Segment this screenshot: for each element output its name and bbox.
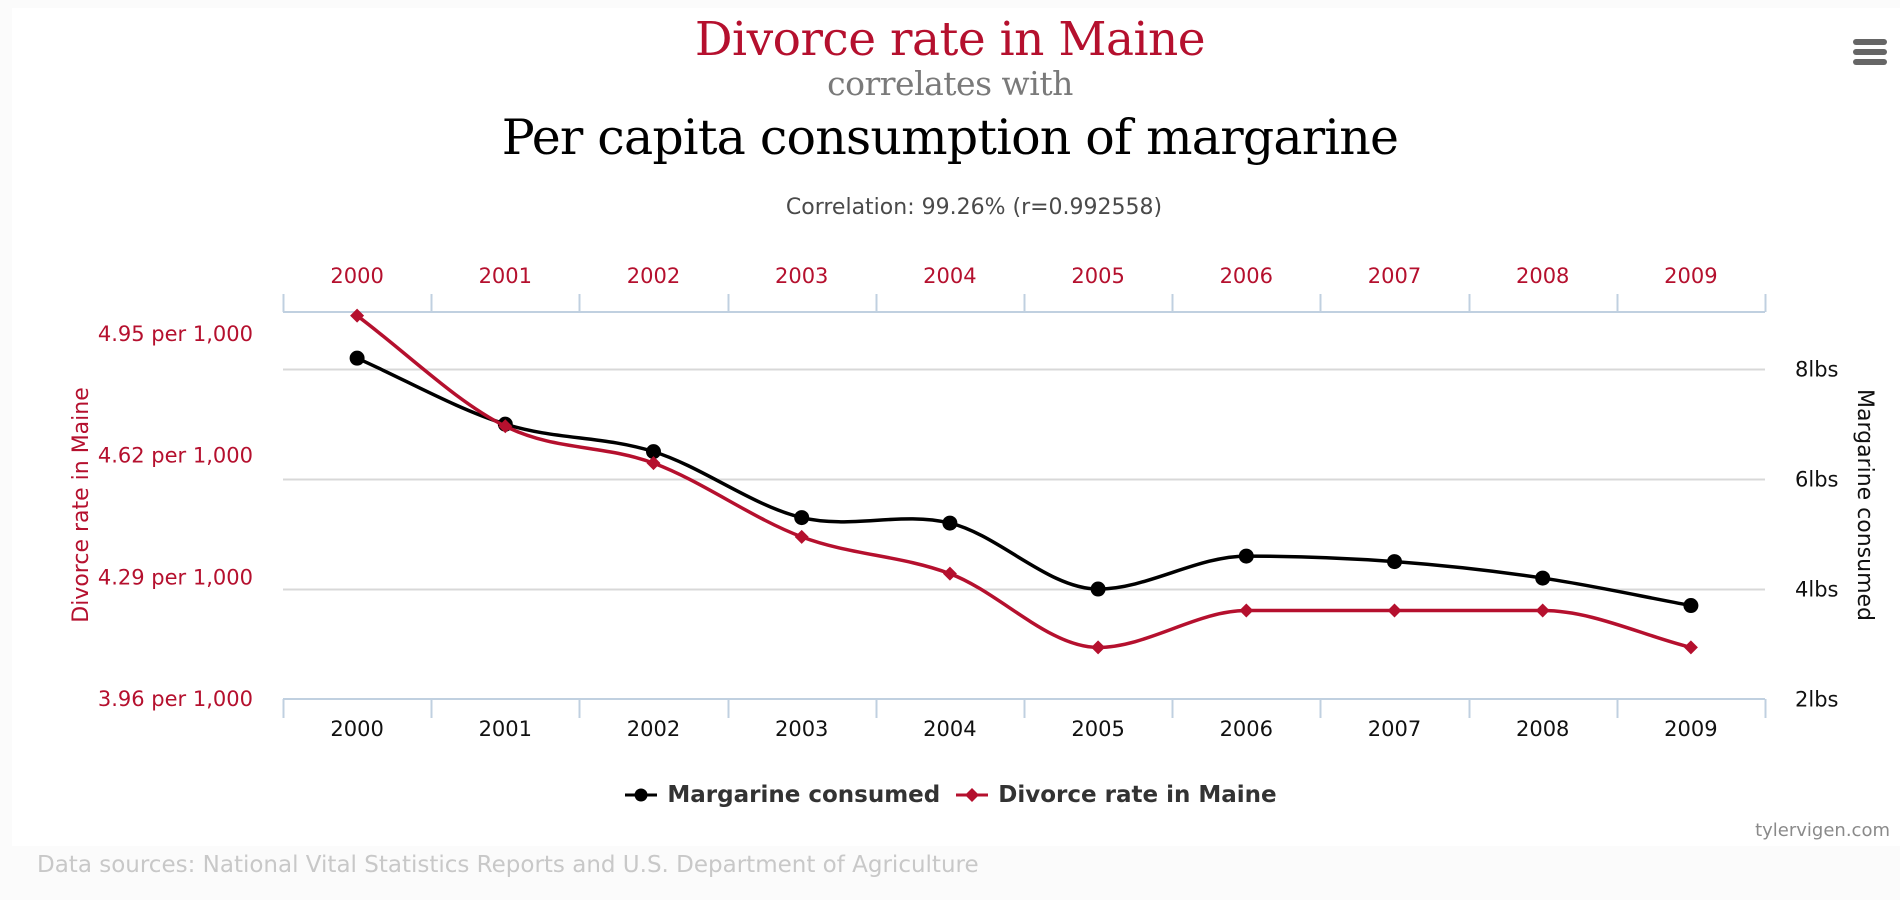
series-margarine [349,350,1699,614]
gridlines [283,368,1765,591]
bottom-x-axis-label: 2007 [1368,717,1421,741]
right-axis-tick-label: 4lbs [1795,578,1838,602]
bottom-x-axis-label: 2009 [1664,717,1717,741]
data-point-diamond [1387,603,1402,618]
bottom-x-axis-label: 2004 [923,717,976,741]
top-x-axis-label: 2004 [923,264,976,288]
credit-link[interactable]: tylervigen.com [1755,820,1890,841]
data-point-diamond [794,529,809,544]
legend: Margarine consumed Divorce rate in Maine [0,778,1900,812]
right-axis-tick-label: 8lbs [1795,358,1838,382]
chart-second-title: Per capita consumption of margarine [501,109,1399,166]
right-axis-title: Margarine consumed [1852,389,1877,621]
chart-menu-button[interactable] [1850,34,1890,68]
bottom-x-axis-label: 2002 [627,717,680,741]
top-x-axis-label: 2007 [1368,264,1421,288]
axes [282,294,1767,718]
series [349,308,1699,655]
left-axis-title: Divorce rate in Maine [69,387,94,623]
bottom-x-axis-label: 2006 [1220,717,1273,741]
data-point-circle [646,444,661,460]
bottom-x-axis-label: 2001 [479,717,532,741]
top-x-axis-label: 2009 [1664,264,1717,288]
left-axis-tick-label: 3.96 per 1,000 [98,687,253,711]
top-x-axis-label: 2000 [330,264,383,288]
data-point-diamond [942,566,957,581]
top-x-axis-label: 2008 [1516,264,1569,288]
top-x-axis-label: 2006 [1220,264,1273,288]
series-line [356,314,1692,650]
axis-labels: 2lbs 4lbs 6lbs 8lbs 3.96 per 1,000 4.29 per 1… [98,264,1839,741]
left-axis-tick-label: 4.62 per 1,000 [98,444,253,468]
data-point-circle [942,515,958,531]
data-point-diamond [1091,640,1106,655]
correlation-subtitle: Correlation: 99.26% (r=0.992558) [785,195,1163,220]
circle-marker-icon [625,788,658,802]
legend-label: Margarine consumed [667,782,941,808]
data-point-diamond [1239,603,1254,618]
data-point-circle [1535,570,1551,586]
left-axis-tick-label: 4.95 per 1,000 [98,322,253,346]
bottom-x-axis-label: 2005 [1071,717,1124,741]
series-divorce [350,308,1698,655]
top-x-axis-label: 2005 [1071,264,1124,288]
top-x-axis-label: 2003 [775,264,828,288]
data-point-circle [794,510,810,526]
bottom-x-axis-label: 2003 [775,717,828,741]
data-point-circle [1090,581,1106,597]
data-point-circle [1238,548,1254,564]
legend-label: Divorce rate in Maine [998,782,1277,808]
data-point-circle [1683,598,1699,614]
data-point-diamond [498,419,513,434]
data-sources-note: Data sources: National Vital Statistics … [37,852,979,878]
chart-title: Divorce rate in Maine [694,12,1206,67]
data-point-diamond [1683,640,1698,655]
data-point-circle [1387,554,1402,570]
right-axis-tick-label: 2lbs [1795,688,1838,712]
left-axis-tick-label: 4.29 per 1,000 [98,565,253,589]
data-point-circle [349,350,365,366]
top-x-axis-label: 2001 [479,264,532,288]
data-point-diamond [1535,603,1550,618]
bottom-x-axis-label: 2000 [330,717,383,741]
top-x-axis-label: 2002 [627,264,680,288]
legend-item-margarine[interactable]: Margarine consumed [623,782,940,808]
right-axis-tick-label: 6lbs [1795,468,1838,492]
bottom-x-axis-label: 2008 [1516,717,1569,741]
data-point-diamond [350,308,365,323]
legend-item-divorce[interactable]: Divorce rate in Maine [954,782,1277,808]
diamond-marker-icon [956,788,989,802]
data-point-diamond [646,456,661,471]
chart-container [12,8,1900,846]
series-line [356,356,1692,608]
chart-connector-text: correlates with [827,64,1073,103]
